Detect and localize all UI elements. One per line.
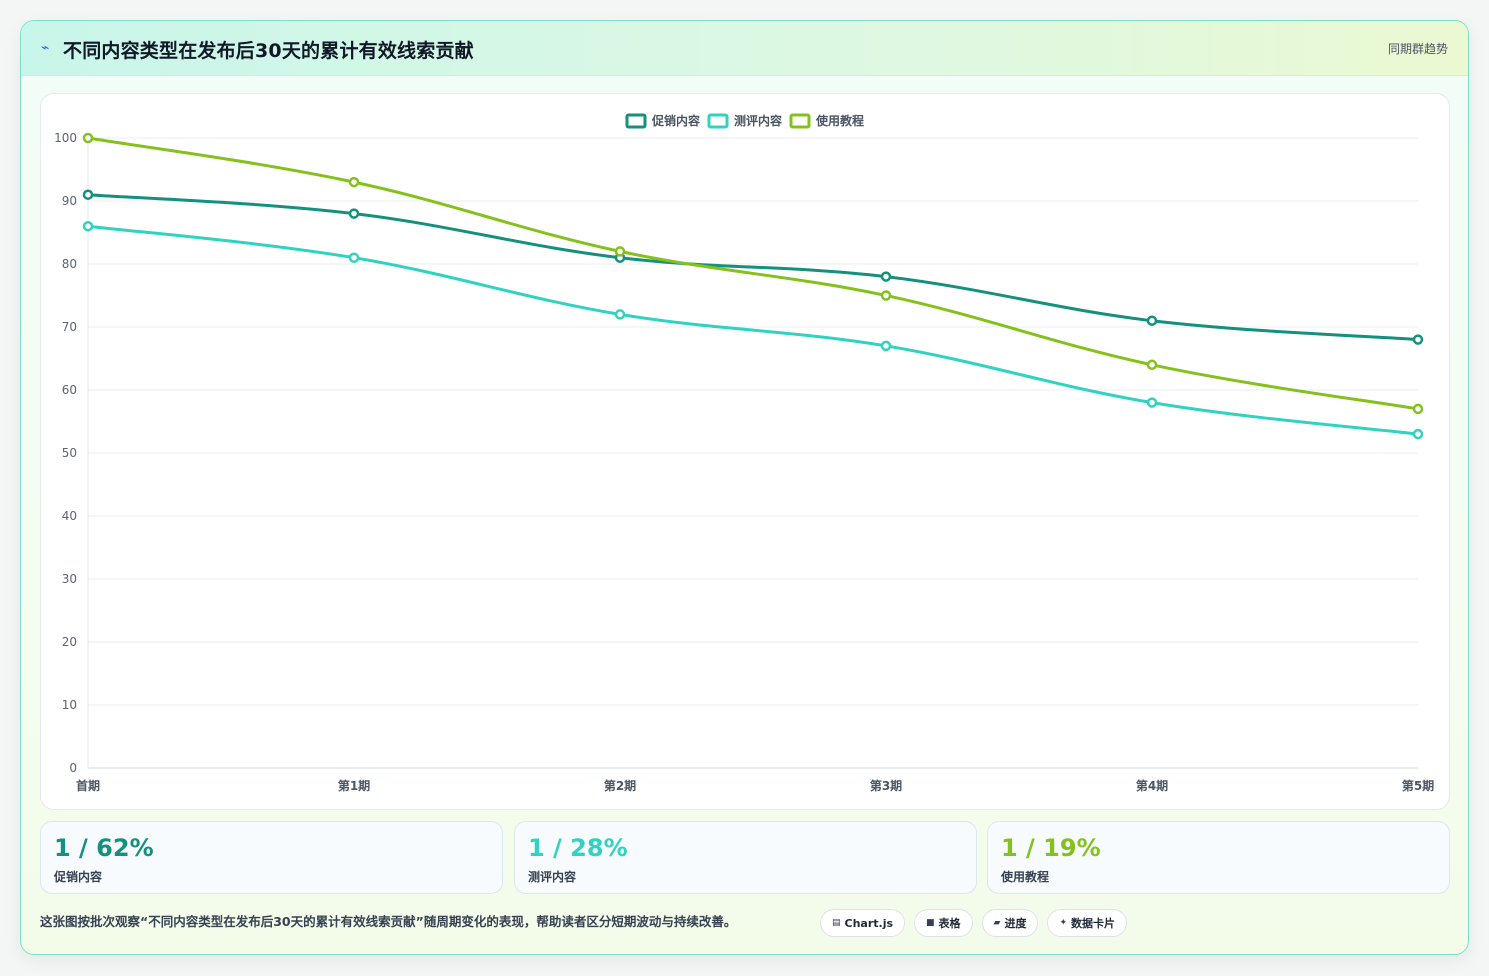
x-tick-label: 首期 [76,778,100,793]
stat-label: 促销内容 [54,870,103,884]
data-point [614,246,626,257]
cohort-trend-link[interactable]: 同期群趋势 [1387,42,1448,56]
sparkline-icon: ⌁ [41,40,50,56]
data-point [82,189,94,200]
y-tick-label: 40 [62,509,77,523]
y-tick-label: 10 [62,698,77,712]
series-line [87,193,1419,342]
data-point [348,208,360,219]
y-tick-label: 60 [62,383,77,397]
x-tick-label: 第4期 [1136,778,1168,793]
data-point [1412,334,1424,345]
stat-card-tutorial: 1 / 19% 使用教程 [987,821,1450,894]
card-header: ⌁ 不同内容类型在发布后30天的累计有效线索贡献 同期群趋势 [21,21,1468,76]
data-point [348,176,360,188]
x-tick-label: 第5期 [1402,778,1434,793]
tag-data-card[interactable]: ✦ 数据卡片 [1047,909,1128,937]
tag-list: ▤ Chart.js ■ 表格 ▰ 进度 ✦ 数据卡片 [820,909,1128,937]
data-point [1146,397,1158,408]
data-point [614,309,626,320]
tag-label: 进度 [1004,917,1027,930]
y-tick-label: 50 [62,446,77,460]
card-icon: ✦ [1059,918,1068,928]
progress-icon: ▰ [993,918,1001,928]
legend-label: 促销内容 [651,113,700,128]
tag-chartjs[interactable]: ▤ Chart.js [820,909,906,937]
tag-label: 表格 [938,917,961,930]
stat-value: 1 / 28% [528,834,628,862]
data-point [880,340,892,352]
series-line [87,224,1419,436]
tag-progress[interactable]: ▰ 进度 [981,909,1039,937]
x-tick-label: 第3期 [870,778,902,793]
legend-swatch [625,113,647,129]
y-tick-label: 0 [69,761,77,775]
data-point [82,132,94,144]
table-icon: ■ [926,918,935,928]
chart-footnote: 这张图按批次观察“不同内容类型在发布后30天的累计有效线索贡献”随周期变化的表现… [40,914,737,929]
series-line [87,136,1419,411]
chart-icon: ▤ [832,918,841,928]
data-point [1146,315,1158,326]
stat-label: 使用教程 [1001,870,1050,884]
page-title: 不同内容类型在发布后30天的累计有效线索贡献 [63,40,474,62]
data-point [1146,359,1158,371]
chart-panel: 0 10 20 30 40 50 60 70 80 90 100 首期 第1期 第2期 第3期 第4期 第5期 促… [40,93,1450,810]
stat-card-review: 1 / 28% 测评内容 [514,821,977,894]
data-point [1412,428,1424,440]
y-tick-label: 70 [62,320,77,334]
legend-label: 测评内容 [734,113,782,128]
data-point [880,290,892,301]
y-tick-label: 100 [54,131,77,145]
x-tick-label: 第1期 [338,778,370,793]
data-point [880,271,892,282]
tag-label: 数据卡片 [1071,917,1116,930]
y-tick-label: 80 [62,257,77,271]
tag-table[interactable]: ■ 表格 [914,909,973,937]
chart-card: ⌁ 不同内容类型在发布后30天的累计有效线索贡献 同期群趋势 0 10 20 30 40… [20,20,1469,955]
stat-value: 1 / 62% [54,834,154,862]
x-tick-label: 第2期 [604,778,636,793]
y-tick-label: 90 [62,194,77,208]
stat-value: 1 / 19% [1001,834,1101,862]
legend-swatch [789,113,811,129]
data-point [1412,403,1424,415]
legend-label: 使用教程 [815,113,864,128]
y-tick-label: 30 [62,572,77,586]
tag-label: Chart.js [844,916,894,930]
stat-card-promo: 1 / 62% 促销内容 [40,821,503,894]
line-chart: 0 10 20 30 40 50 60 70 80 90 100 首期 第1期 第2期 第3期 第4期 第5期 促… [54,113,1434,793]
data-point [348,252,360,263]
legend-swatch [707,113,729,129]
y-tick-label: 20 [62,635,77,649]
stat-label: 测评内容 [528,870,577,884]
data-point [82,220,94,232]
